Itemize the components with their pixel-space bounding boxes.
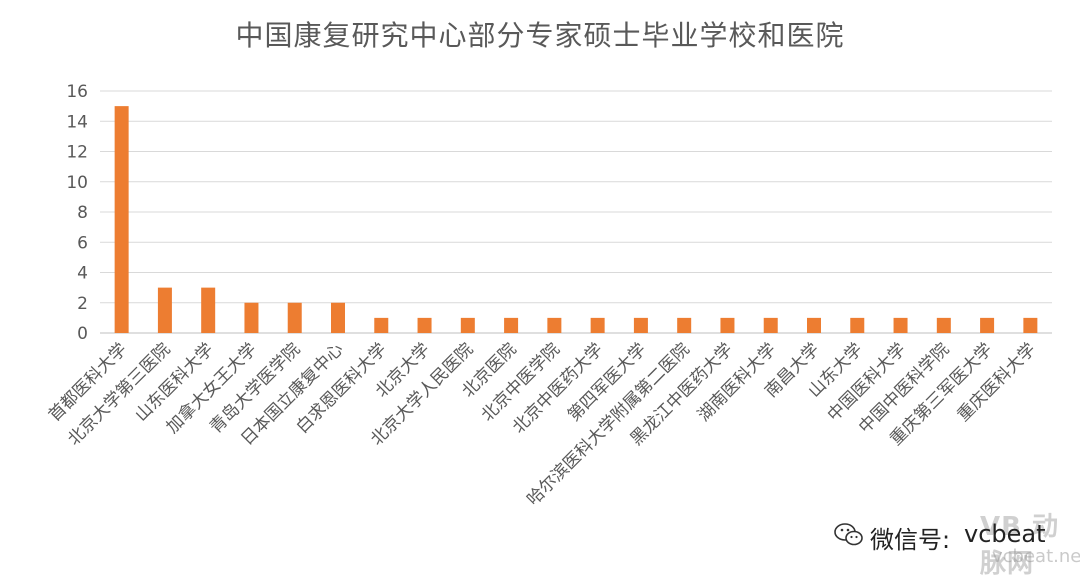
bar	[114, 106, 129, 333]
y-tick-label: 8	[77, 203, 88, 223]
bar	[460, 317, 475, 333]
bar	[936, 317, 951, 333]
bar	[590, 317, 605, 333]
bar	[807, 317, 821, 333]
bar	[374, 317, 389, 333]
y-tick-label: 0	[77, 324, 88, 344]
bar	[504, 317, 519, 333]
bar	[331, 302, 345, 333]
y-tick-label: 4	[77, 264, 88, 284]
bar	[893, 317, 908, 333]
chart-title: 中国康复研究中心部分专家硕士毕业学校和医院	[235, 19, 845, 52]
watermark-prefix: 微信号:	[870, 526, 951, 554]
bar	[1023, 317, 1038, 333]
wechat-icon	[834, 523, 863, 546]
watermark-account: vcbeat	[964, 520, 1046, 548]
bar	[287, 302, 302, 333]
bar	[157, 287, 172, 333]
y-tick-label: 6	[77, 233, 88, 253]
y-tick-label: 12	[66, 143, 88, 163]
y-tick-label: 14	[66, 112, 88, 132]
y-tick-label: 16	[66, 82, 88, 102]
bar	[633, 317, 648, 333]
bar	[547, 317, 562, 333]
watermark-domain: vcbeat.net	[992, 546, 1080, 567]
watermark-logo: VB 动脉网	[980, 512, 1059, 579]
bar	[850, 317, 865, 333]
bar	[201, 287, 216, 333]
bar	[244, 302, 259, 333]
bar	[980, 317, 995, 333]
watermark: VB 动脉网 vcbeat.net 微信号: vcbeat	[830, 512, 1080, 579]
bar	[763, 317, 778, 333]
bar	[720, 317, 735, 333]
bar	[417, 317, 432, 333]
y-tick-label: 2	[77, 294, 88, 314]
y-tick-label: 10	[66, 173, 88, 193]
bar	[677, 317, 692, 333]
